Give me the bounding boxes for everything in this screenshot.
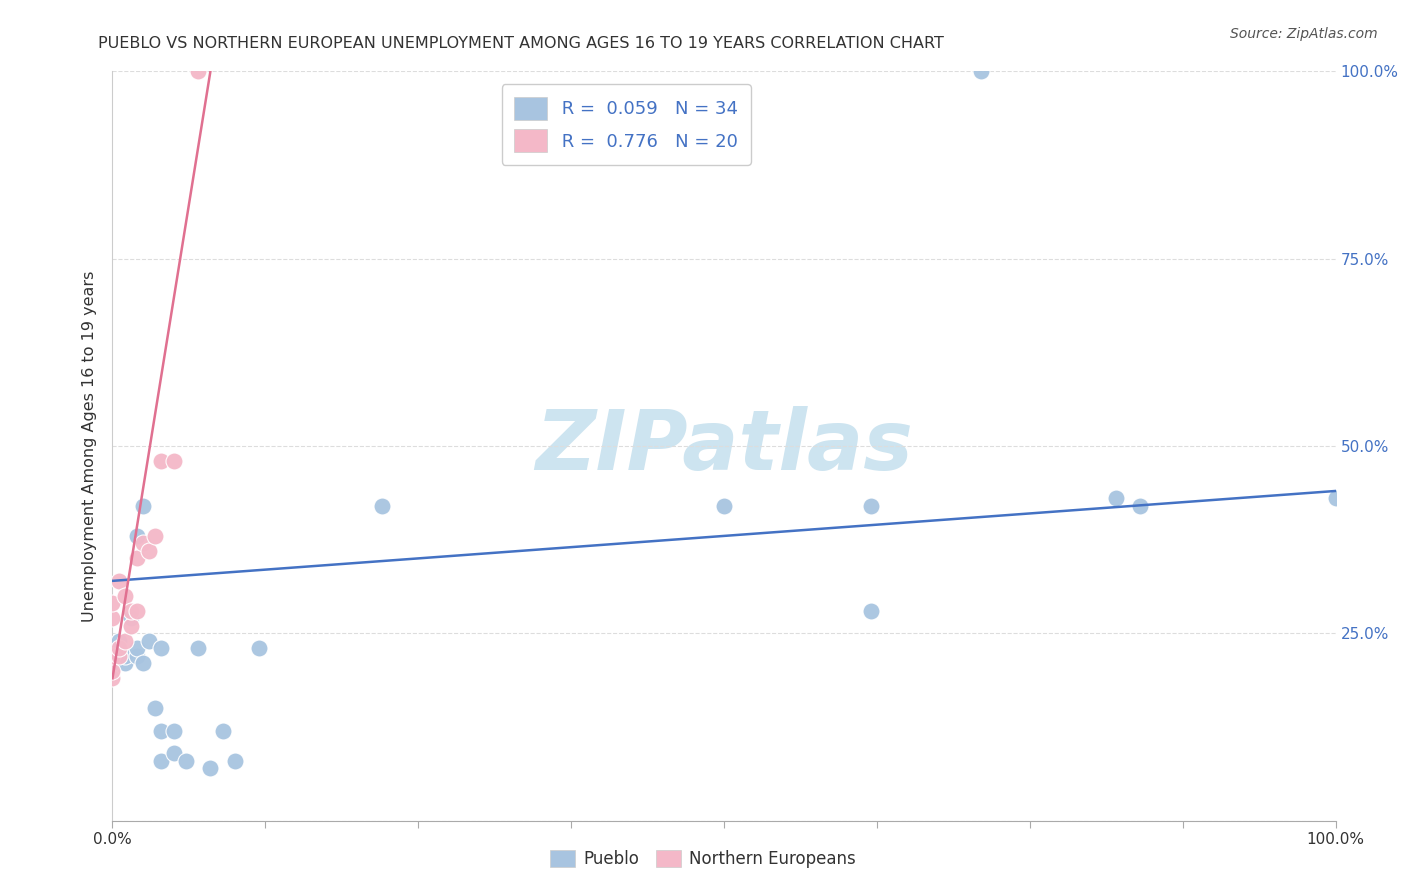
- Point: [101, 664, 124, 678]
- Point: [143, 529, 166, 543]
- Point: [125, 551, 148, 566]
- Point: [174, 754, 197, 768]
- Point: [114, 648, 136, 663]
- Point: [101, 657, 124, 671]
- Point: [107, 648, 129, 663]
- Point: [114, 589, 136, 603]
- Point: [150, 723, 173, 738]
- Point: [370, 499, 392, 513]
- Point: [120, 604, 142, 618]
- Point: [150, 454, 173, 468]
- Point: [101, 611, 124, 625]
- Point: [163, 454, 186, 468]
- Point: [247, 641, 270, 656]
- Point: [1104, 491, 1126, 506]
- Point: [224, 754, 246, 768]
- Point: [101, 648, 124, 663]
- Point: [1324, 491, 1347, 506]
- Point: [107, 648, 129, 663]
- Text: ZIPatlas: ZIPatlas: [536, 406, 912, 486]
- Point: [114, 633, 136, 648]
- Point: [101, 664, 124, 678]
- Point: [163, 723, 186, 738]
- Point: [211, 723, 233, 738]
- Point: [150, 641, 173, 656]
- Point: [120, 611, 142, 625]
- Point: [132, 536, 155, 550]
- Point: [713, 499, 735, 513]
- Point: [859, 604, 882, 618]
- Point: [107, 641, 129, 656]
- Point: [970, 64, 993, 78]
- Point: [132, 499, 155, 513]
- Point: [143, 701, 166, 715]
- Point: [101, 596, 124, 610]
- Point: [150, 754, 173, 768]
- Point: [187, 641, 209, 656]
- Point: [200, 761, 222, 775]
- Point: [120, 619, 142, 633]
- Point: [859, 499, 882, 513]
- Point: [107, 633, 129, 648]
- Point: [125, 648, 148, 663]
- Point: [125, 641, 148, 656]
- Point: [114, 657, 136, 671]
- Point: [187, 64, 209, 78]
- Point: [132, 657, 155, 671]
- Point: [138, 633, 160, 648]
- Y-axis label: Unemployment Among Ages 16 to 19 years: Unemployment Among Ages 16 to 19 years: [82, 270, 97, 622]
- Point: [125, 604, 148, 618]
- Text: PUEBLO VS NORTHERN EUROPEAN UNEMPLOYMENT AMONG AGES 16 TO 19 YEARS CORRELATION C: PUEBLO VS NORTHERN EUROPEAN UNEMPLOYMENT…: [98, 36, 945, 51]
- Point: [107, 574, 129, 588]
- Legend: Pueblo, Northern Europeans: Pueblo, Northern Europeans: [543, 843, 863, 875]
- Point: [101, 671, 124, 685]
- Legend:  R =  0.059   N = 34,  R =  0.776   N = 20: R = 0.059 N = 34, R = 0.776 N = 20: [502, 84, 751, 165]
- Point: [125, 529, 148, 543]
- Point: [101, 648, 124, 663]
- Point: [163, 746, 186, 760]
- Point: [1129, 499, 1152, 513]
- Point: [138, 544, 160, 558]
- Text: Source: ZipAtlas.com: Source: ZipAtlas.com: [1230, 27, 1378, 41]
